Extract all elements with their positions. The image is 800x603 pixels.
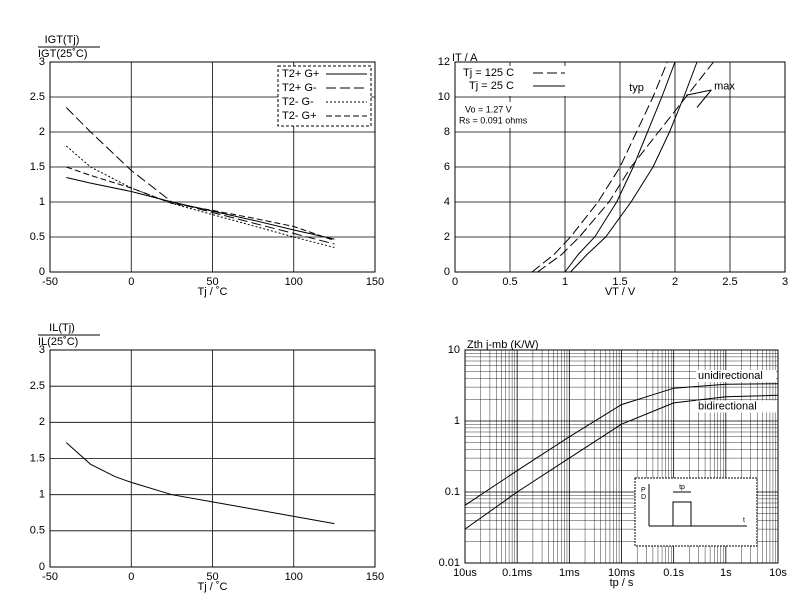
x-tick-label: -50 <box>42 571 58 583</box>
y-axis-label: IGT(25˚C) <box>38 48 88 60</box>
y-tick-label: 4 <box>444 196 450 208</box>
x-tick-label: 100 <box>285 276 303 288</box>
inset-label: P <box>641 487 646 494</box>
inset-box <box>634 477 758 547</box>
series-label: bidirectional <box>698 400 757 412</box>
y-tick-label: 0 <box>444 266 450 278</box>
y-axis-label: Zth j-mb (K/W) <box>467 339 539 351</box>
plot-frame <box>49 61 376 273</box>
x-tick-label: 150 <box>366 276 384 288</box>
label-bg <box>696 400 776 413</box>
series-max-line <box>570 61 698 273</box>
x-axis-label: VT / V <box>605 286 636 298</box>
x-tick-label: 10ms <box>608 567 635 579</box>
x-tick-label: 0.1s <box>663 567 684 579</box>
x-tick-label: 50 <box>206 276 218 288</box>
legend-label: T2- G+ <box>282 110 317 122</box>
y-tick-label: 2 <box>39 126 45 138</box>
x-tick-label: 10us <box>453 567 477 579</box>
x-tick-label: 1ms <box>559 567 580 579</box>
arrow <box>696 89 712 108</box>
plot-frame <box>49 349 376 568</box>
legend-label: T2+ G+ <box>282 68 319 80</box>
x-tick-label: 0.5 <box>502 276 517 288</box>
series-line <box>564 61 676 273</box>
x-tick-label: 0 <box>452 276 458 288</box>
annotation: Rs = 0.091 ohms <box>459 115 528 125</box>
inset-label: D <box>641 494 646 501</box>
y-tick-label: 0 <box>39 561 45 573</box>
arrow <box>685 89 712 96</box>
inset-label: tp <box>679 484 685 491</box>
legend-label: Tj = 25 C <box>469 80 514 92</box>
x-axis-label: Tj / ˚C <box>198 581 228 593</box>
x-tick-label: 1s <box>720 567 732 579</box>
y-tick-label: 1 <box>454 415 460 427</box>
y-tick-label: 12 <box>438 56 450 68</box>
y-axis-label: IGT(Tj) <box>45 34 80 46</box>
x-tick-label: 1.5 <box>612 276 627 288</box>
y-tick-label: 0.5 <box>30 231 45 243</box>
y-tick-label: 2 <box>444 231 450 243</box>
y-tick-label: 1 <box>39 196 45 208</box>
y-axis-label: IL(Tj) <box>49 322 75 334</box>
series-line <box>464 394 779 530</box>
x-tick-label: 1 <box>562 276 568 288</box>
x-tick-label: 100 <box>285 571 303 583</box>
y-tick-label: 0.1 <box>445 486 460 498</box>
x-tick-label: 0.1ms <box>502 567 532 579</box>
y-tick-label: 1.5 <box>30 452 45 464</box>
series-line <box>65 107 335 245</box>
annotation: max <box>714 80 735 92</box>
series-line <box>65 145 335 248</box>
x-tick-label: 10s <box>769 567 787 579</box>
y-axis-label: IT / A <box>452 52 478 64</box>
series-line <box>66 166 335 241</box>
y-tick-label: 2.5 <box>30 380 45 392</box>
x-tick-label: 50 <box>206 571 218 583</box>
inset-pulse <box>672 501 692 526</box>
annotation-bg <box>457 102 537 128</box>
series-label: unidirectional <box>698 370 763 382</box>
y-tick-label: 3 <box>39 56 45 68</box>
x-tick-label: -50 <box>42 276 58 288</box>
y-tick-label: 0 <box>39 266 45 278</box>
x-tick-label: 150 <box>366 571 384 583</box>
series-line <box>65 442 335 525</box>
series-line <box>464 383 779 506</box>
x-tick-label: 2 <box>672 276 678 288</box>
y-axis-label: IL(25˚C) <box>38 336 78 348</box>
annotation: Vo = 1.27 V <box>465 104 512 114</box>
x-tick-label: 0 <box>128 571 134 583</box>
y-tick-label: 2.5 <box>30 91 45 103</box>
x-axis-label: Tj / ˚C <box>198 286 228 298</box>
legend-bg <box>457 66 569 96</box>
series-max-line <box>537 61 714 273</box>
y-tick-label: 1.5 <box>30 161 45 173</box>
y-tick-label: 2 <box>39 416 45 428</box>
x-tick-label: 2.5 <box>722 276 737 288</box>
x-tick-label: 0 <box>128 276 134 288</box>
y-tick-label: 0.01 <box>439 557 460 569</box>
y-tick-label: 0.5 <box>30 525 45 537</box>
plot-frame <box>454 61 786 273</box>
label-bg <box>696 370 776 383</box>
y-tick-label: 6 <box>444 161 450 173</box>
x-tick-label: 3 <box>782 276 788 288</box>
plot-frame <box>464 349 779 564</box>
x-axis-label: tp / s <box>610 577 634 589</box>
legend-label: T2- G- <box>282 96 314 108</box>
y-tick-label: 10 <box>448 344 460 356</box>
series-line <box>66 177 335 240</box>
legend-label: Tj = 125 C <box>463 67 514 79</box>
y-tick-label: 3 <box>39 344 45 356</box>
inset-label: t <box>743 517 745 524</box>
y-tick-label: 1 <box>39 489 45 501</box>
y-tick-label: 10 <box>438 91 450 103</box>
legend-label: T2+ G- <box>282 82 317 94</box>
y-tick-label: 8 <box>444 126 450 138</box>
series-line <box>531 61 668 273</box>
annotation: typ <box>629 82 644 94</box>
